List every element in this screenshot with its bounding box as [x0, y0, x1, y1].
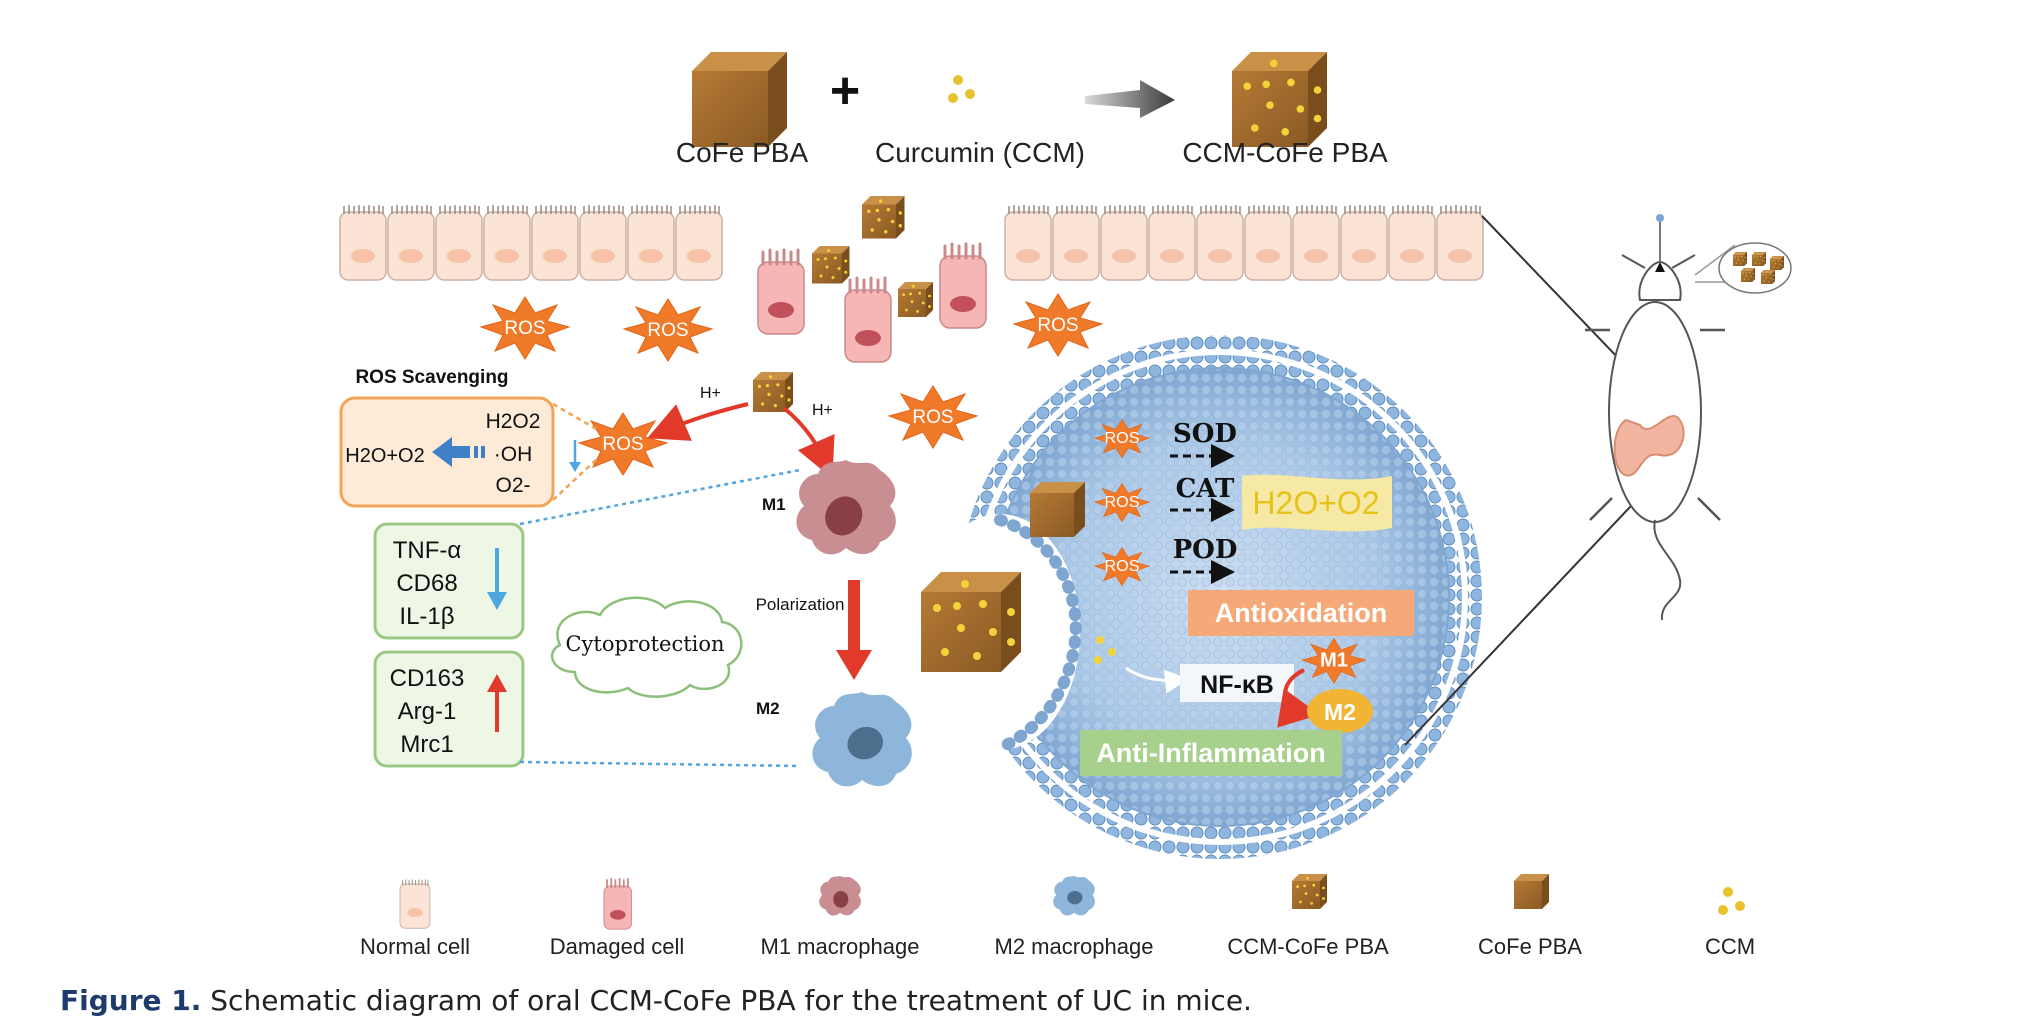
marker-up: CD163: [390, 665, 465, 692]
legend-damaged-cell-icon: [603, 877, 633, 931]
m2-oval-label: M2: [1324, 699, 1356, 725]
cytoprotection-label: Cytoprotection: [565, 632, 724, 656]
nfkb-label: NF-κB: [1200, 671, 1274, 699]
legend-cofe-pba-icon: [1514, 874, 1549, 909]
legend-ccm-icon: [1718, 887, 1745, 915]
polarization-arrow: [836, 580, 872, 680]
figure-caption: Figure 1. Schematic diagram of oral CCM-…: [60, 984, 1960, 1024]
cell-product-text: H2O+O2: [1252, 485, 1379, 521]
cytoprotection-cloud: [550, 596, 743, 698]
ros-star: ROS: [578, 412, 668, 476]
curcumin-dots-icon: [948, 75, 975, 103]
m1-burst-icon: M1: [1301, 638, 1367, 684]
product-banner: [1242, 474, 1392, 532]
legend-normal-cell-icon: [399, 878, 431, 929]
legend-label: M2 macrophage: [995, 934, 1154, 959]
enzyme-label: CAT: [1176, 474, 1235, 504]
legend-label: CoFe PBA: [1478, 934, 1582, 959]
legend-label: CCM: [1705, 934, 1755, 959]
marker-down: TNF-α: [393, 537, 462, 564]
ros-star: ROS: [623, 298, 713, 362]
ros-star-small: ROS: [1094, 483, 1150, 523]
ccm-cofe-pba-label: CCM-CoFe PBA: [1182, 137, 1388, 168]
reaction-arrow: [1085, 80, 1175, 118]
anti-inflammation-label: Anti-Inflammation: [1096, 738, 1326, 768]
legend-label: CCM-CoFe PBA: [1227, 934, 1389, 959]
scavenging-product: H2O+O2: [345, 445, 424, 467]
plus-sign: +: [830, 62, 860, 120]
curcumin-label: Curcumin (CCM): [875, 137, 1085, 168]
m1-label: M1: [762, 495, 786, 514]
ros-star-small: ROS: [1094, 547, 1150, 587]
legend-label: Normal cell: [360, 934, 470, 959]
figure-caption-text: Schematic diagram of oral CCM-CoFe PBA f…: [210, 984, 1252, 1017]
antioxidation-label: Antioxidation: [1215, 598, 1387, 628]
epithelium-left: [339, 204, 723, 281]
h-plus-label: H+: [812, 402, 833, 419]
h-plus-arrow-left: [647, 402, 749, 441]
cofe-pba-label: CoFe PBA: [676, 137, 809, 168]
legend-label: M1 macrophage: [761, 934, 920, 959]
ros-star: ROS: [888, 385, 978, 449]
markers-down-box: [373, 522, 525, 640]
inner-cube-icon: [1030, 482, 1085, 537]
entering-particle-icon: [921, 572, 1021, 672]
m2-macrophage-icon: [812, 692, 912, 787]
figure-number: Figure 1.: [60, 984, 202, 1017]
marker-down: CD68: [396, 570, 457, 597]
m2-oval-icon: [1307, 689, 1373, 733]
svg-text:ROS: ROS: [912, 407, 953, 428]
antioxidation-banner: [1188, 590, 1414, 636]
superoxide-text: O2-: [495, 474, 530, 497]
hydroxyl-text: ·OH: [494, 443, 533, 466]
svg-text:ROS: ROS: [602, 434, 643, 455]
damaged-cells: [756, 242, 988, 364]
enzyme-label: POD: [1173, 535, 1238, 565]
svg-text:M1: M1: [1320, 649, 1348, 671]
h2o2-text: H2O2: [486, 410, 541, 433]
legend-m2-macrophage-icon: [1053, 875, 1095, 916]
polarization-label: Polarization: [756, 595, 845, 614]
released-ccm-icon: [1094, 636, 1116, 664]
mouse-icon: [1585, 214, 1725, 621]
h-plus-arrow-down: [782, 406, 835, 479]
particle-center: [753, 372, 793, 412]
markers-up-box: [373, 650, 525, 768]
h-plus-label: H+: [700, 385, 721, 402]
nfkb-arrow: [1125, 666, 1189, 694]
svg-text:ROS: ROS: [647, 320, 688, 341]
svg-text:ROS: ROS: [504, 318, 545, 339]
marker-up: Arg-1: [398, 698, 457, 725]
ccm-cofe-pba-cube-icon: [1232, 52, 1327, 147]
epithelium-right: [1004, 204, 1484, 281]
m2-label: M2: [756, 699, 780, 718]
marker-up: Mrc1: [400, 731, 453, 758]
svg-text:ROS: ROS: [1037, 315, 1078, 336]
svg-text:ROS: ROS: [1105, 429, 1140, 447]
marker-down: IL-1β: [399, 603, 454, 630]
legend-label: Damaged cell: [550, 934, 685, 959]
svg-text:ROS: ROS: [1105, 493, 1140, 511]
legend-m1-macrophage-icon: [819, 875, 861, 916]
svg-text:ROS: ROS: [1105, 557, 1140, 575]
ros-star-small: ROS: [1094, 419, 1150, 459]
ros-star: ROS: [480, 296, 570, 360]
ros-star: ROS: [1013, 293, 1103, 357]
legend-ccm-cofe-pba-icon: [1292, 874, 1327, 909]
ros-scavenging-title: ROS Scavenging: [355, 367, 508, 388]
blue-arrow-icon: [432, 437, 485, 467]
cofe-pba-cube-icon: [692, 52, 787, 147]
enzyme-label: SOD: [1173, 419, 1237, 449]
m1-macrophage-icon: [796, 460, 896, 555]
anti-inflammation-banner: [1080, 730, 1342, 776]
nfkb-box: [1180, 664, 1294, 702]
legend: Normal cell Damaged cell M1 macrophage M…: [360, 874, 1755, 959]
polarization-curve-arrow: [1277, 668, 1320, 728]
